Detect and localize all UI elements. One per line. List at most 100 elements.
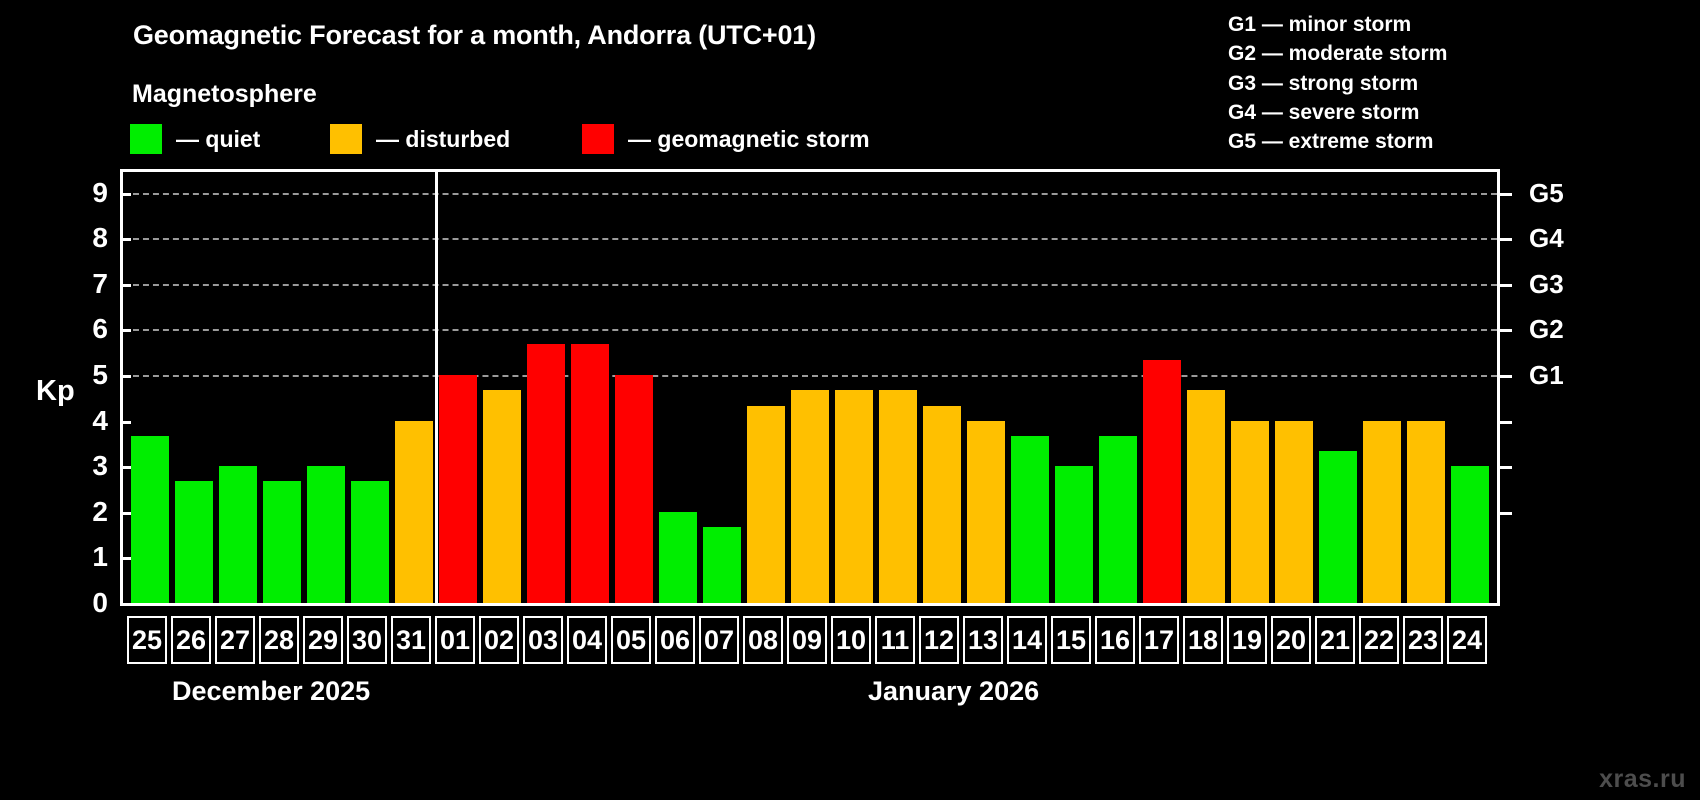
- bar-17[interactable]: [1143, 359, 1181, 603]
- g-tick-label-G1: G1: [1529, 359, 1564, 390]
- y-tick-label-6: 6: [92, 313, 108, 345]
- bar-29[interactable]: [307, 466, 345, 603]
- bar-28[interactable]: [263, 481, 301, 603]
- y-axis: 9 8 7 6 5 4 3 2 1 0: [60, 169, 108, 616]
- date-label-23: 23: [1403, 616, 1443, 664]
- legend-storm: — geomagnetic storm: [582, 124, 870, 154]
- page-title: Geomagnetic Forecast for a month, Andorr…: [133, 20, 816, 50]
- bar-27[interactable]: [219, 466, 257, 603]
- g-tick-label-G2: G2: [1529, 314, 1564, 345]
- y-tick-9: [120, 192, 131, 196]
- bar-22[interactable]: [1363, 420, 1401, 603]
- y-tick-label-7: 7: [92, 267, 108, 299]
- date-label-20: 20: [1271, 616, 1311, 664]
- section-label: Magnetosphere: [132, 80, 317, 108]
- g-axis: G5 G4 G3 G2 G1: [1513, 169, 1593, 606]
- y-tick-label-8: 8: [92, 222, 108, 254]
- g-tick-G1: [1500, 374, 1512, 378]
- y-axis-title: Kp: [36, 375, 75, 407]
- date-label-16: 16: [1095, 616, 1135, 664]
- y-tick-2: [120, 511, 131, 515]
- bar-21[interactable]: [1319, 451, 1357, 603]
- bar-31[interactable]: [395, 420, 433, 603]
- date-label-14: 14: [1007, 616, 1047, 664]
- legend-disturbed-label: — disturbed: [376, 125, 511, 152]
- bar-11[interactable]: [879, 390, 917, 603]
- gridline-kp-5: [123, 374, 1497, 377]
- date-label-09: 09: [787, 616, 827, 664]
- y-tick-8: [120, 238, 131, 242]
- y-tick-label-5: 5: [92, 358, 108, 390]
- bar-13[interactable]: [967, 420, 1005, 603]
- date-label-02: 02: [479, 616, 519, 664]
- y-tick-label-1: 1: [92, 541, 108, 573]
- y-tick-label-3: 3: [92, 450, 108, 482]
- bar-07[interactable]: [703, 526, 741, 603]
- y-tick-1: [120, 557, 131, 561]
- date-label-03: 03: [523, 616, 563, 664]
- gridline-kp-6: [123, 329, 1497, 332]
- g-minor-tick-kp-4: [1500, 420, 1512, 424]
- watermark: xras.ru: [1599, 765, 1686, 793]
- date-label-26: 26: [171, 616, 211, 664]
- bar-14[interactable]: [1011, 435, 1049, 603]
- legend-storm-label: — geomagnetic storm: [628, 125, 870, 152]
- date-label-17: 17: [1139, 616, 1179, 664]
- g-tick-label-G3: G3: [1529, 268, 1564, 299]
- bar-19[interactable]: [1231, 420, 1269, 603]
- date-label-08: 08: [743, 616, 783, 664]
- date-label-19: 19: [1227, 616, 1267, 664]
- storm-scale-item-g3: G3 — strong storm: [1228, 71, 1419, 95]
- bar-25[interactable]: [131, 435, 169, 603]
- y-tick-6: [120, 329, 131, 333]
- date-label-27: 27: [215, 616, 255, 664]
- gridline-kp-7: [123, 283, 1497, 286]
- bar-01[interactable]: [439, 374, 477, 603]
- date-label-29: 29: [303, 616, 343, 664]
- y-tick-label-9: 9: [92, 176, 108, 208]
- bar-20[interactable]: [1275, 420, 1313, 603]
- legend-storm-swatch-icon: [582, 124, 614, 154]
- date-label-12: 12: [919, 616, 959, 664]
- storm-scale-item-g5: G5 — extreme storm: [1228, 130, 1434, 154]
- bar-16[interactable]: [1099, 435, 1137, 603]
- bar-05[interactable]: [615, 374, 653, 603]
- bar-30[interactable]: [351, 481, 389, 603]
- date-label-11: 11: [875, 616, 915, 664]
- legend-disturbed-swatch-icon: [330, 124, 362, 154]
- month-label-left: December 2025: [172, 676, 371, 706]
- legend-quiet: — quiet: [130, 124, 260, 154]
- bar-23[interactable]: [1407, 420, 1445, 603]
- bar-12[interactable]: [923, 405, 961, 603]
- bar-04[interactable]: [571, 344, 609, 603]
- date-label-15: 15: [1051, 616, 1091, 664]
- plot-area: [120, 169, 1500, 606]
- bar-03[interactable]: [527, 344, 565, 603]
- g-tick-G4: [1500, 238, 1512, 242]
- date-label-30: 30: [347, 616, 387, 664]
- bar-08[interactable]: [747, 405, 785, 603]
- date-label-25: 25: [127, 616, 167, 664]
- g-tick-label-G5: G5: [1529, 177, 1564, 208]
- date-label-05: 05: [611, 616, 651, 664]
- bar-10[interactable]: [835, 390, 873, 603]
- month-divider: [434, 172, 438, 603]
- bar-26[interactable]: [175, 481, 213, 603]
- storm-scale-item-g2: G2 — moderate storm: [1228, 42, 1448, 66]
- legend-quiet-swatch-icon: [130, 124, 162, 154]
- date-label-24: 24: [1447, 616, 1487, 664]
- bar-09[interactable]: [791, 390, 829, 603]
- g-tick-label-G4: G4: [1529, 223, 1564, 254]
- y-tick-5: [120, 374, 131, 378]
- bar-18[interactable]: [1187, 390, 1225, 603]
- storm-scale-legend: G1 — minor storm G2 — moderate storm G3 — …: [1228, 10, 1447, 156]
- date-label-10: 10: [831, 616, 871, 664]
- bar-02[interactable]: [483, 390, 521, 603]
- bar-06[interactable]: [659, 511, 697, 603]
- date-label-07: 07: [699, 616, 739, 664]
- bar-24[interactable]: [1451, 466, 1489, 603]
- date-label-21: 21: [1315, 616, 1355, 664]
- date-label-01: 01: [435, 616, 475, 664]
- g-tick-G3: [1500, 283, 1512, 287]
- bar-15[interactable]: [1055, 466, 1093, 603]
